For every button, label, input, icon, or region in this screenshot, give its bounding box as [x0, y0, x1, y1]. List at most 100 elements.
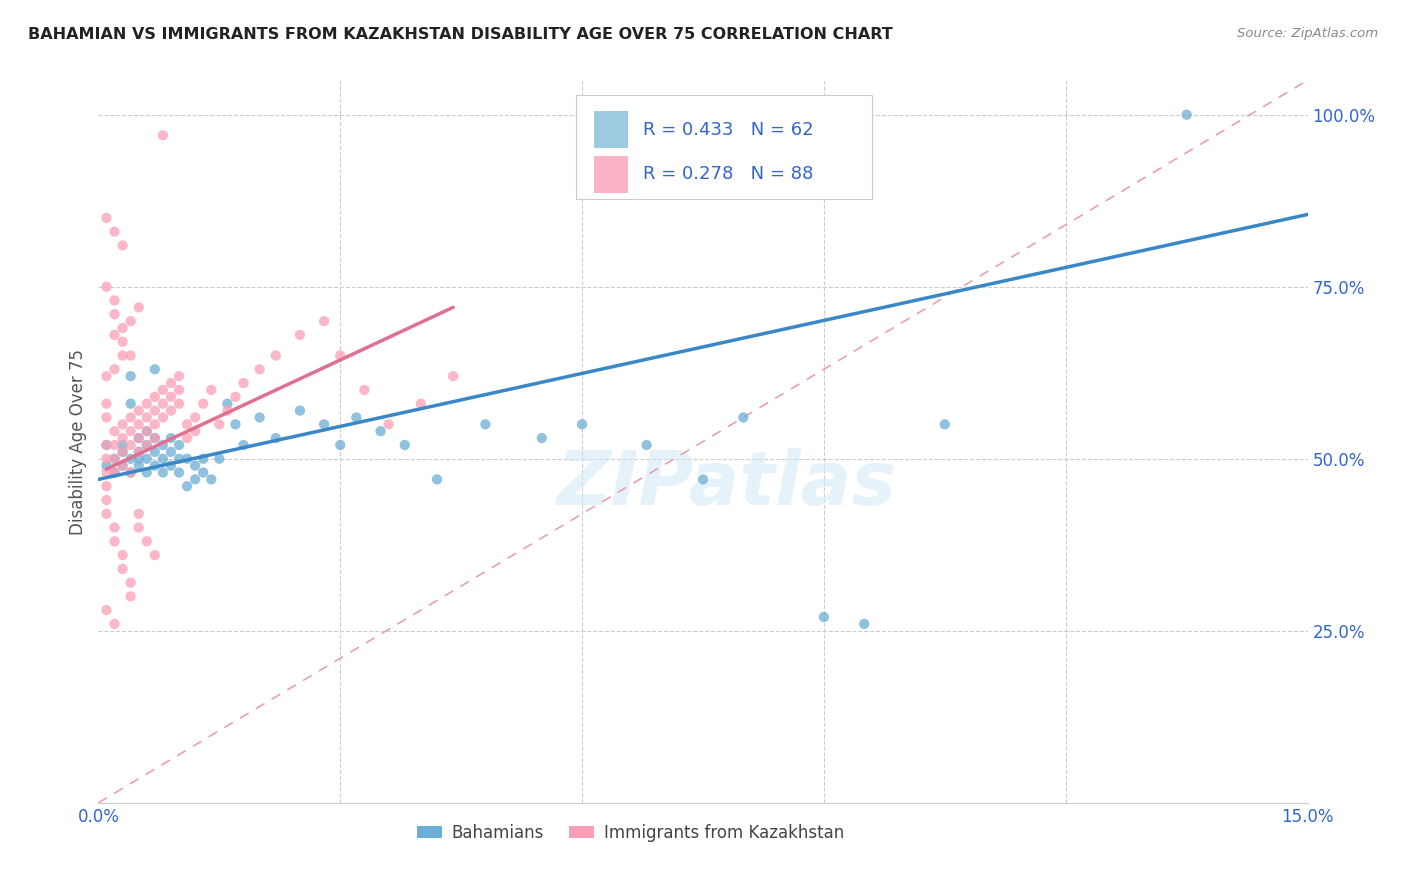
Point	[1175, 108, 1198, 122]
Point	[135, 438, 157, 452]
Point	[152, 466, 174, 480]
Point	[167, 438, 190, 452]
Point	[167, 451, 190, 466]
Point	[128, 431, 150, 445]
Point	[176, 431, 198, 445]
Point	[426, 472, 449, 486]
Text: BAHAMIAN VS IMMIGRANTS FROM KAZAKHSTAN DISABILITY AGE OVER 75 CORRELATION CHART: BAHAMIAN VS IMMIGRANTS FROM KAZAKHSTAN D…	[28, 27, 893, 42]
Point	[692, 472, 714, 486]
Point	[103, 424, 125, 438]
Point	[135, 451, 157, 466]
Point	[160, 390, 183, 404]
Point	[120, 424, 142, 438]
Point	[111, 321, 134, 335]
Point	[208, 451, 231, 466]
Point	[111, 458, 134, 473]
Point	[103, 466, 125, 480]
Point	[128, 445, 150, 459]
Point	[314, 417, 336, 432]
Point	[232, 376, 254, 390]
Point	[135, 424, 157, 438]
Point	[111, 431, 134, 445]
Point	[176, 417, 198, 432]
Point	[111, 334, 134, 349]
Point	[394, 438, 416, 452]
Point	[474, 417, 496, 432]
Point	[96, 410, 118, 425]
Point	[96, 438, 118, 452]
Point	[103, 293, 125, 308]
Point	[135, 397, 157, 411]
Point	[135, 424, 157, 438]
Point	[96, 279, 118, 293]
Point	[813, 610, 835, 624]
Point	[128, 445, 150, 459]
Point	[184, 424, 207, 438]
Point	[111, 349, 134, 363]
Point	[264, 349, 287, 363]
Point	[370, 424, 392, 438]
Point	[120, 466, 142, 480]
Point	[96, 466, 118, 480]
Point	[409, 397, 432, 411]
Point	[853, 616, 876, 631]
Point	[96, 507, 118, 521]
Point	[167, 369, 190, 384]
Point	[224, 417, 246, 432]
Point	[128, 520, 150, 534]
Point	[96, 397, 118, 411]
Point	[167, 466, 190, 480]
Point	[152, 128, 174, 143]
Point	[288, 403, 311, 417]
Text: ZIPatlas: ZIPatlas	[557, 449, 897, 522]
Point	[224, 390, 246, 404]
Point	[200, 383, 222, 397]
Point	[143, 431, 166, 445]
Text: R = 0.278   N = 88: R = 0.278 N = 88	[643, 165, 813, 184]
Point	[103, 307, 125, 321]
Point	[111, 417, 134, 432]
Point	[217, 403, 239, 417]
Point	[441, 369, 464, 384]
Point	[193, 397, 215, 411]
Point	[733, 410, 755, 425]
Point	[103, 616, 125, 631]
Point	[264, 431, 287, 445]
Point	[103, 327, 125, 342]
Point	[160, 458, 183, 473]
Point	[344, 410, 367, 425]
Point	[167, 383, 190, 397]
Point	[96, 369, 118, 384]
FancyBboxPatch shape	[595, 155, 628, 194]
Point	[636, 438, 658, 452]
Point	[353, 383, 375, 397]
Point	[103, 451, 125, 466]
Point	[103, 225, 125, 239]
Point	[329, 349, 352, 363]
Point	[160, 445, 183, 459]
Point	[111, 458, 134, 473]
Point	[184, 458, 207, 473]
Point	[120, 410, 142, 425]
Point	[96, 458, 118, 473]
Point	[103, 438, 125, 452]
Point	[128, 451, 150, 466]
Text: R = 0.433   N = 62: R = 0.433 N = 62	[643, 120, 813, 138]
Point	[120, 397, 142, 411]
Point	[193, 451, 215, 466]
Point	[143, 390, 166, 404]
Point	[120, 438, 142, 452]
Point	[111, 438, 134, 452]
Point	[120, 466, 142, 480]
Point	[208, 417, 231, 432]
Point	[314, 314, 336, 328]
Legend: Bahamians, Immigrants from Kazakhstan: Bahamians, Immigrants from Kazakhstan	[411, 817, 851, 848]
Point	[217, 397, 239, 411]
Point	[120, 451, 142, 466]
Point	[111, 445, 134, 459]
Point	[135, 438, 157, 452]
Y-axis label: Disability Age Over 75: Disability Age Over 75	[69, 349, 87, 534]
Point	[128, 458, 150, 473]
Point	[103, 520, 125, 534]
Point	[143, 445, 166, 459]
